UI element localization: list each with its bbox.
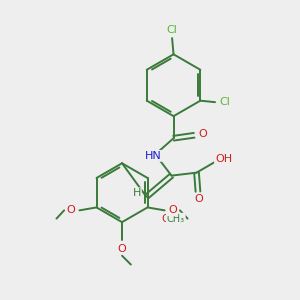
Text: Cl: Cl (219, 97, 230, 107)
Text: O: O (67, 206, 76, 215)
Text: O: O (194, 194, 203, 204)
Text: O: O (161, 214, 169, 224)
Text: HN: HN (145, 151, 161, 161)
Text: O: O (169, 206, 177, 215)
Text: OH: OH (215, 154, 232, 164)
Text: Cl: Cl (167, 25, 178, 35)
Text: O: O (198, 129, 207, 139)
Text: O: O (118, 244, 126, 254)
Text: H: H (133, 188, 141, 198)
Text: CH₃: CH₃ (167, 214, 185, 224)
